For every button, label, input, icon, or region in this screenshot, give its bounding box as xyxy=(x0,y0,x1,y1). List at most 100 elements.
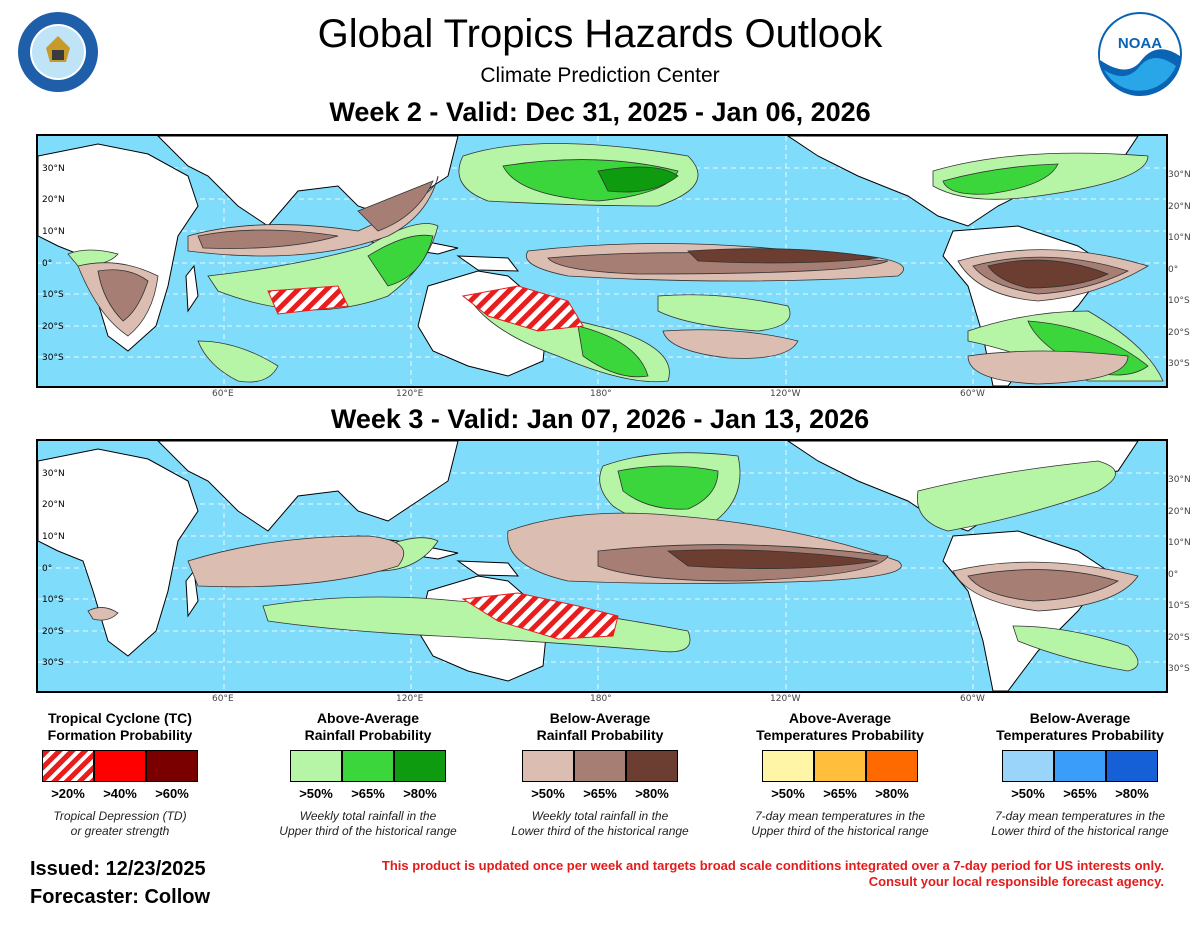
temp-below-label: >50% xyxy=(1011,786,1045,801)
africa-landmass xyxy=(38,143,199,352)
lat-label: 20°S xyxy=(1168,632,1190,643)
week2-title: Week 2 - Valid: Dec 31, 2025 - Jan 06, 2… xyxy=(329,97,871,127)
lat-label-left: 30°S xyxy=(42,658,64,668)
lat-label-left: 0° xyxy=(42,259,52,269)
legend-temp-below: Below-Average Temperatures Probability >… xyxy=(968,710,1192,839)
lat-label: 10°S xyxy=(1168,601,1190,611)
tc-label: >20% xyxy=(51,786,85,801)
new-guinea-landmass xyxy=(456,255,520,272)
legend-temp-above-title2: Temperatures Probability xyxy=(756,727,924,743)
lat-label-left: 20°N xyxy=(42,500,65,510)
week3-lon-label: 120°W xyxy=(770,694,801,704)
noaa-logo: NOAA xyxy=(1096,10,1184,98)
legend-temp-above-title1: Above-Average xyxy=(788,710,892,726)
rain-below-label: >50% xyxy=(531,786,565,801)
rain-above-swatch-65 xyxy=(342,750,394,782)
week2-lon-label: 120°E xyxy=(396,389,424,399)
lat-label-left: 20°N xyxy=(42,195,65,205)
week3-lon-label: 60°E xyxy=(212,694,234,704)
tc-swatch-60 xyxy=(146,750,198,782)
lat-label: 20°N xyxy=(1168,201,1191,212)
page-title: Global Tropics Hazards Outlook xyxy=(317,12,883,56)
week3-lat-labels-right: 30°N 20°N 10°N 0° 10°S 20°S 30°S xyxy=(1168,465,1191,686)
page-subtitle: Climate Prediction Center xyxy=(480,64,720,87)
legend-rain-above-title1: Above-Average xyxy=(316,710,420,726)
rain-below-swatch-80 xyxy=(626,750,678,782)
disclaimer: This product is updated once per week an… xyxy=(382,858,1164,890)
temp-below-swatch-80 xyxy=(1106,750,1158,782)
week2-map: 30°N 20°N 10°N 0° 10°S 20°S 30°S xyxy=(36,134,1168,388)
commerce-seal-logo xyxy=(16,10,100,94)
week3-map: 30°N 20°N 10°N 0° 10°S 20°S 30°S xyxy=(36,439,1168,693)
temp-below-label: >80% xyxy=(1115,786,1149,801)
forecaster-name: Forecaster: Collow xyxy=(30,886,211,908)
lat-label-left: 0° xyxy=(42,564,52,574)
rain-above-label: >65% xyxy=(351,786,385,801)
lat-label: 10°N xyxy=(1168,538,1191,548)
legend-rain-above-desc2: Upper third of the historical range xyxy=(279,824,457,838)
lat-label: 0° xyxy=(1168,264,1179,275)
legend-tc-desc2: or greater strength xyxy=(70,824,170,838)
legend-temp-above: Above-Average Temperatures Probability >… xyxy=(728,710,952,839)
temp-above-swatch-65 xyxy=(814,750,866,782)
temp-above-label: >80% xyxy=(875,786,909,801)
temp-above-swatch-80 xyxy=(866,750,918,782)
legend-tc-title2: Formation Probability xyxy=(47,727,193,743)
disclaimer-line2: Consult your local responsible forecast … xyxy=(868,874,1164,889)
temp-below-label: >65% xyxy=(1063,786,1097,801)
legend-rain-below-desc1: Weekly total rainfall in the xyxy=(531,809,669,823)
lat-label-left: 10°N xyxy=(42,227,65,237)
tc-label: >60% xyxy=(155,786,189,801)
tc-label: >40% xyxy=(103,786,137,801)
lat-label-left: 30°N xyxy=(42,164,65,174)
legend-temp-below-title1: Below-Average xyxy=(1029,710,1131,726)
lat-label: 10°S xyxy=(1168,296,1190,306)
lat-label-left: 30°S xyxy=(42,353,64,363)
lat-label: 30°S xyxy=(1168,664,1190,674)
issued-date: Issued: 12/23/2025 xyxy=(30,858,206,880)
legend-rain-below-title2: Rainfall Probability xyxy=(536,727,664,743)
week3-title: Week 3 - Valid: Jan 07, 2026 - Jan 13, 2… xyxy=(330,404,870,434)
lat-label: 0° xyxy=(1168,569,1179,580)
lat-label-left: 10°S xyxy=(42,595,64,605)
temp-above-label: >65% xyxy=(823,786,857,801)
lat-label: 20°S xyxy=(1168,327,1190,338)
legend-rain-below-title1: Below-Average xyxy=(549,710,651,726)
new-guinea-landmass xyxy=(456,560,520,577)
legend-temp-below-title2: Temperatures Probability xyxy=(996,727,1164,743)
temp-above-swatch-50 xyxy=(762,750,814,782)
week2-lon-label: 120°W xyxy=(770,389,801,399)
rain-below-label: >65% xyxy=(583,786,617,801)
lat-label: 30°S xyxy=(1168,359,1190,369)
legend-rain-below: Below-Average Rainfall Probability >50% … xyxy=(490,710,710,839)
legend-temp-above-desc2: Upper third of the historical range xyxy=(751,824,929,838)
lat-label: 10°N xyxy=(1168,233,1191,243)
legend-rain-above-desc1: Weekly total rainfall in the xyxy=(299,809,437,823)
week2-lon-label: 180° xyxy=(590,389,612,399)
south-america-landmass xyxy=(942,530,1109,691)
legend-tc-desc1: Tropical Depression (TD) xyxy=(53,809,187,823)
week2-lat-labels-right: 30°N 20°N 10°N 0° 10°S 20°S 30°S xyxy=(1168,160,1191,381)
madagascar-landmass xyxy=(185,569,199,618)
week3-lon-label: 120°E xyxy=(396,694,424,704)
week2-lon-label: 60°W xyxy=(960,389,985,399)
temp-above-label: >50% xyxy=(771,786,805,801)
africa-landmass xyxy=(38,448,199,657)
legend-temp-above-desc1: 7-day mean temperatures in the xyxy=(754,809,926,823)
lat-label-left: 10°N xyxy=(42,532,65,542)
rain-above-label: >80% xyxy=(403,786,437,801)
lat-label: 30°N xyxy=(1168,475,1191,485)
lat-label-left: 30°N xyxy=(42,469,65,479)
rain-above-swatch-80 xyxy=(394,750,446,782)
temp-below-swatch-65 xyxy=(1054,750,1106,782)
temp-below-swatch-50 xyxy=(1002,750,1054,782)
week3-lon-label: 180° xyxy=(590,694,612,704)
rain-above-label: >50% xyxy=(299,786,333,801)
legend-rain-above: Above-Average Rainfall Probability >50% … xyxy=(258,710,478,839)
rain-below-swatch-65 xyxy=(574,750,626,782)
week3-lon-label: 60°W xyxy=(960,694,985,704)
asia-landmass xyxy=(157,441,459,532)
svg-text:NOAA: NOAA xyxy=(1118,35,1162,52)
legend-tc-title1: Tropical Cyclone (TC) xyxy=(48,710,192,726)
disclaimer-line1: This product is updated once per week an… xyxy=(381,858,1164,873)
